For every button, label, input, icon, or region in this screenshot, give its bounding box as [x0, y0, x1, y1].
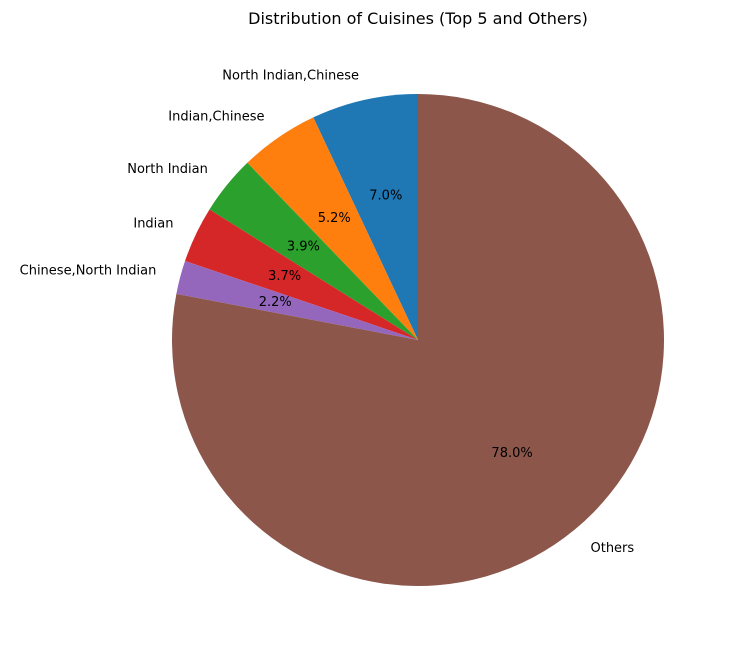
- pie-pct-label-3: 3.7%: [268, 269, 301, 284]
- pie-category-label-1: Indian,Chinese: [168, 110, 264, 125]
- pie-pct-label-0: 7.0%: [369, 188, 402, 203]
- pie-pct-label-5: 78.0%: [491, 446, 532, 461]
- pie-category-label-5: Others: [590, 541, 634, 556]
- pie-slice-0: [313, 93, 418, 340]
- pie-pct-label-1: 5.2%: [318, 211, 351, 226]
- pie-slice-4: [176, 261, 418, 340]
- pie-category-label-0: North Indian,Chinese: [222, 68, 359, 83]
- pie-slice-2: [209, 162, 418, 340]
- chart-title: Distribution of Cuisines (Top 5 and Othe…: [248, 9, 588, 28]
- pie-category-label-3: Indian: [133, 217, 173, 232]
- pie-slice-5: [172, 94, 665, 587]
- pie-pct-label-4: 2.2%: [259, 295, 292, 310]
- pie-slice-3: [185, 209, 418, 340]
- pie-category-label-2: North Indian: [127, 162, 208, 177]
- pie-slices: [172, 93, 665, 587]
- pie-labels: 7.0% North Indian,Chinese 5.2% Indian,Chine…: [20, 68, 635, 556]
- pie-slice-1: [247, 117, 418, 340]
- pie-pct-label-2: 3.9%: [287, 239, 320, 254]
- pie-category-label-4: Chinese,North Indian: [20, 264, 157, 279]
